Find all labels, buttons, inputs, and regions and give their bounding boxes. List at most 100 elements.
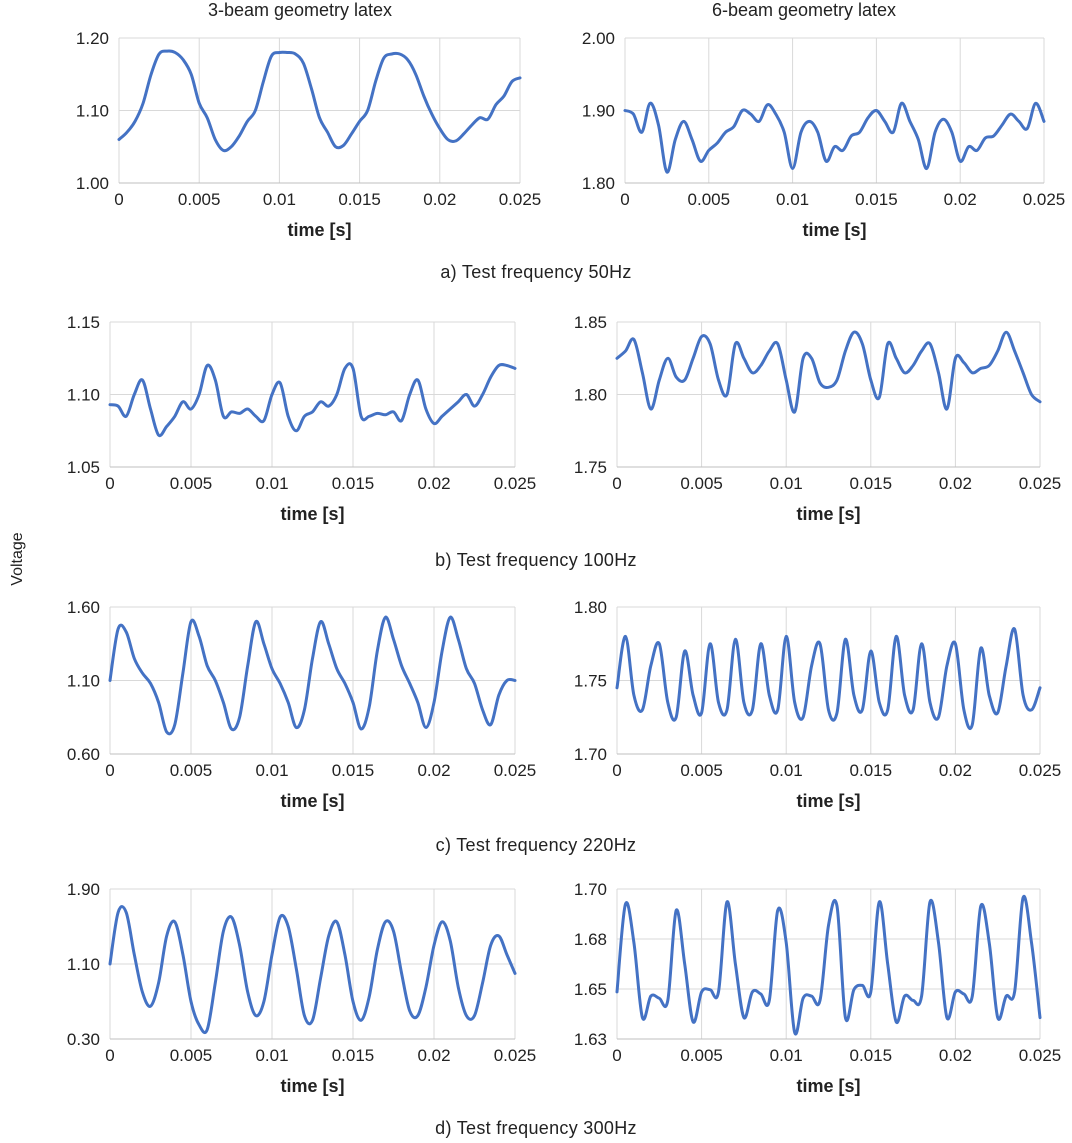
x-tick-label: 0.005 bbox=[170, 1046, 213, 1065]
y-tick-label: 1.10 bbox=[67, 386, 100, 405]
series-line bbox=[615, 330, 1042, 414]
series-line bbox=[623, 101, 1046, 174]
y-tick-label: 1.70 bbox=[574, 880, 607, 899]
x-tick-label: 0.005 bbox=[170, 761, 213, 780]
y-tick-label: 1.80 bbox=[574, 386, 607, 405]
x-tick-label: 0 bbox=[114, 190, 123, 209]
x-tick-label: 0.01 bbox=[770, 1046, 803, 1065]
x-tick-label: 0.02 bbox=[939, 1046, 972, 1065]
caption-a: a) Test frequency 50Hz bbox=[440, 262, 632, 282]
x-tick-label: 0 bbox=[612, 1046, 621, 1065]
y-tick-label: 1.10 bbox=[67, 672, 100, 691]
x-tick-label: 0.025 bbox=[494, 474, 537, 493]
x-tick-label: 0.025 bbox=[1019, 1046, 1062, 1065]
x-tick-label: 0.025 bbox=[494, 761, 537, 780]
x-tick-label: 0.01 bbox=[770, 474, 803, 493]
x-tick-label: 0.02 bbox=[417, 1046, 450, 1065]
x-axis-title: time [s] bbox=[796, 504, 860, 524]
x-axis-title: time [s] bbox=[796, 791, 860, 811]
x-tick-label: 0.02 bbox=[417, 761, 450, 780]
x-tick-label: 0.025 bbox=[494, 1046, 537, 1065]
x-tick-label: 0.005 bbox=[680, 474, 723, 493]
x-axis-title: time [s] bbox=[287, 220, 351, 240]
x-axis-title: time [s] bbox=[796, 1076, 860, 1096]
x-tick-label: 0 bbox=[105, 761, 114, 780]
x-tick-label: 0.02 bbox=[417, 474, 450, 493]
y-tick-label: 1.68 bbox=[574, 930, 607, 949]
x-tick-label: 0 bbox=[612, 761, 621, 780]
x-tick-label: 0.015 bbox=[855, 190, 898, 209]
y-tick-label: 1.90 bbox=[582, 102, 615, 121]
x-tick-label: 0.015 bbox=[850, 761, 893, 780]
x-axis-title: time [s] bbox=[802, 220, 866, 240]
y-tick-label: 1.85 bbox=[574, 313, 607, 332]
x-tick-label: 0.005 bbox=[680, 1046, 723, 1065]
x-tick-label: 0.025 bbox=[499, 190, 542, 209]
x-tick-label: 0.01 bbox=[255, 474, 288, 493]
x-tick-label: 0.005 bbox=[178, 190, 221, 209]
y-tick-label: 1.60 bbox=[67, 598, 100, 617]
x-tick-label: 0.02 bbox=[944, 190, 977, 209]
y-tick-label: 1.10 bbox=[67, 955, 100, 974]
x-tick-label: 0.01 bbox=[263, 190, 296, 209]
x-tick-label: 0.015 bbox=[850, 1046, 893, 1065]
x-tick-label: 0.01 bbox=[255, 1046, 288, 1065]
x-axis-title: time [s] bbox=[280, 1076, 344, 1096]
y-tick-label: 1.20 bbox=[76, 29, 109, 48]
caption-c: c) Test frequency 220Hz bbox=[435, 835, 637, 855]
y-tick-label: 1.80 bbox=[582, 174, 615, 193]
x-tick-label: 0.015 bbox=[332, 474, 375, 493]
x-tick-label: 0.025 bbox=[1023, 190, 1066, 209]
x-tick-label: 0.01 bbox=[776, 190, 809, 209]
y-tick-label: 1.70 bbox=[574, 745, 607, 764]
y-tick-label: 1.63 bbox=[574, 1030, 607, 1049]
x-tick-label: 0.02 bbox=[939, 761, 972, 780]
y-tick-label: 1.05 bbox=[67, 458, 100, 477]
x-tick-label: 0.005 bbox=[170, 474, 213, 493]
x-tick-label: 0 bbox=[620, 190, 629, 209]
column-title-left: 3-beam geometry latex bbox=[207, 0, 393, 20]
y-tick-label: 0.30 bbox=[67, 1030, 100, 1049]
x-tick-label: 0 bbox=[105, 1046, 114, 1065]
x-tick-label: 0.02 bbox=[423, 190, 456, 209]
x-tick-label: 0.015 bbox=[850, 474, 893, 493]
x-tick-label: 0.01 bbox=[255, 761, 288, 780]
y-tick-label: 1.75 bbox=[574, 672, 607, 691]
y-tick-label: 1.10 bbox=[76, 102, 109, 121]
x-tick-label: 0.02 bbox=[939, 474, 972, 493]
x-tick-label: 0.025 bbox=[1019, 474, 1062, 493]
y-tick-label: 1.65 bbox=[574, 980, 607, 999]
x-tick-label: 0 bbox=[105, 474, 114, 493]
column-title-right: 6-beam geometry latex bbox=[711, 0, 897, 20]
y-tick-label: 1.75 bbox=[574, 458, 607, 477]
caption-d: d) Test frequency 300Hz bbox=[435, 1118, 637, 1138]
y-tick-label: 1.15 bbox=[67, 313, 100, 332]
y-tick-label: 1.80 bbox=[574, 598, 607, 617]
series-line bbox=[108, 362, 517, 438]
caption-b: b) Test frequency 100Hz bbox=[435, 550, 637, 570]
x-tick-label: 0.005 bbox=[688, 190, 731, 209]
series-line bbox=[108, 615, 517, 736]
series-line bbox=[108, 905, 517, 1035]
series-line bbox=[615, 627, 1042, 731]
x-axis-title: time [s] bbox=[280, 791, 344, 811]
series-line bbox=[615, 894, 1042, 1036]
y-tick-label: 1.00 bbox=[76, 174, 109, 193]
series-line bbox=[117, 49, 522, 153]
x-axis-title: time [s] bbox=[280, 504, 344, 524]
x-tick-label: 0 bbox=[612, 474, 621, 493]
x-tick-label: 0.005 bbox=[680, 761, 723, 780]
x-tick-label: 0.015 bbox=[332, 761, 375, 780]
x-tick-label: 0.015 bbox=[338, 190, 381, 209]
x-tick-label: 0.025 bbox=[1019, 761, 1062, 780]
x-tick-label: 0.015 bbox=[332, 1046, 375, 1065]
y-tick-label: 1.90 bbox=[67, 880, 100, 899]
